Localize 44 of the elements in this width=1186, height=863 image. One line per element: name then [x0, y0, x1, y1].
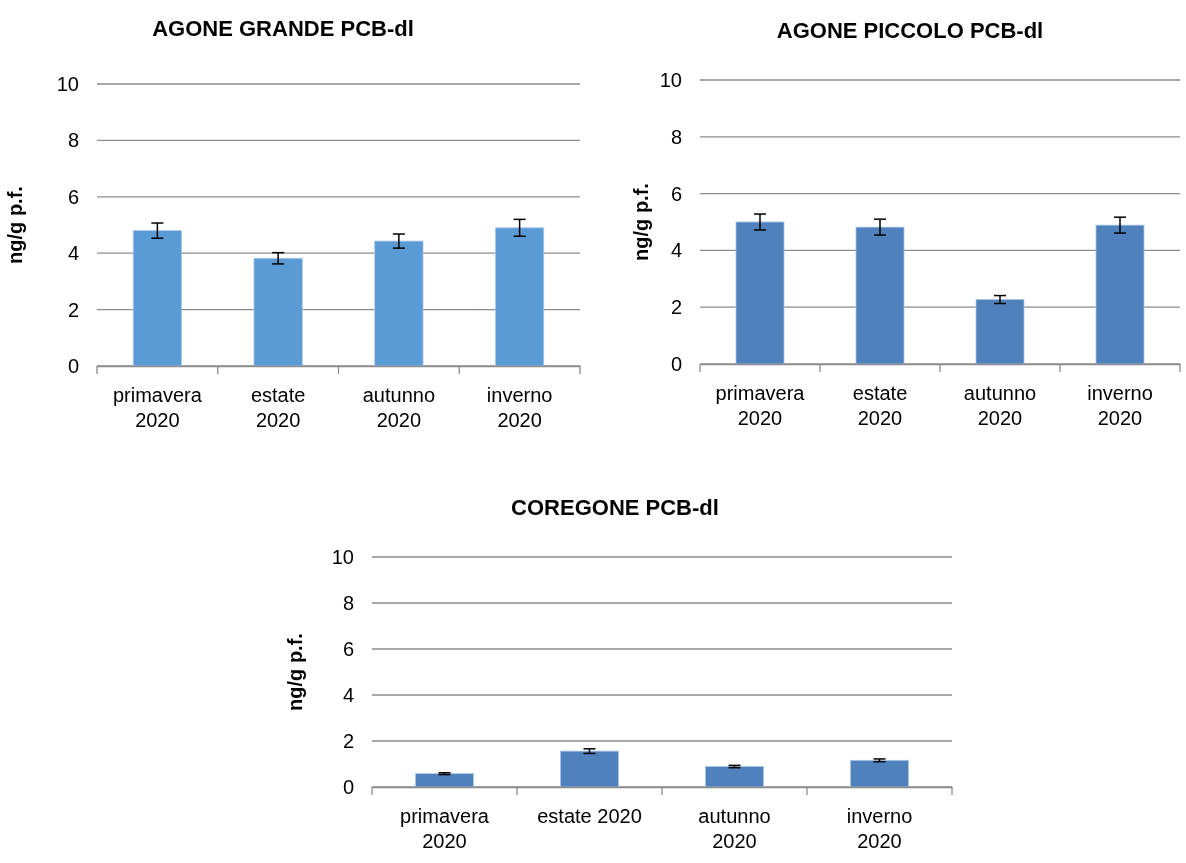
y-tick-label: 6 [67, 185, 79, 208]
x-tick-label: estate 2020 [250, 384, 306, 432]
bar [495, 227, 545, 367]
y-tick-label: 0 [67, 354, 79, 377]
chart-title: COREGONE PCB-dl [511, 495, 719, 520]
y-axis-title: ng/g p.f. [630, 183, 652, 261]
x-tick-label: inverno 2020 [486, 384, 553, 432]
chart-title: AGONE GRANDE PCB-dl [152, 16, 414, 41]
x-tick-label: autunno 2020 [362, 384, 436, 432]
y-tick-label: 8 [670, 125, 682, 148]
bar [132, 230, 182, 367]
y-tick-label: 8 [67, 129, 79, 152]
x-tick-label: estate 2020 [537, 805, 642, 828]
y-tick-label: 0 [670, 352, 682, 375]
bar [253, 257, 303, 367]
y-axis-title: ng/g p.f. [284, 633, 306, 711]
bar [855, 226, 905, 365]
y-axis-title: ng/g p.f. [4, 186, 26, 264]
x-tick-label: primavera 2020 [715, 382, 806, 430]
y-tick-label: 6 [342, 637, 354, 660]
x-tick-label: autunno 2020 [698, 805, 771, 853]
chart-title: AGONE PICCOLO PCB-dl [776, 18, 1044, 43]
bar [374, 240, 424, 367]
x-tick-label: inverno 2020 [1087, 382, 1153, 430]
x-tick-label: primavera 2020 [400, 805, 490, 853]
y-tick-label: 0 [342, 775, 354, 798]
y-tick-label: 2 [67, 298, 79, 321]
y-tick-label: 8 [342, 591, 354, 614]
y-tick-label: 4 [342, 683, 354, 706]
y-tick-label: 10 [659, 68, 682, 91]
x-tick-label: estate 2020 [852, 382, 908, 430]
y-tick-label: 2 [670, 296, 682, 319]
y-tick-label: 6 [670, 182, 682, 205]
x-tick-label: inverno 2020 [846, 805, 913, 853]
bar [1095, 224, 1145, 365]
y-tick-label: 10 [331, 545, 354, 568]
bar [735, 221, 785, 365]
y-tick-label: 4 [670, 239, 682, 262]
x-tick-label: primavera 2020 [112, 384, 203, 432]
y-tick-label: 2 [342, 729, 354, 752]
bar [975, 299, 1025, 365]
y-tick-label: 4 [67, 242, 79, 265]
x-tick-label: autunno 2020 [963, 382, 1037, 430]
y-tick-label: 10 [56, 72, 79, 95]
